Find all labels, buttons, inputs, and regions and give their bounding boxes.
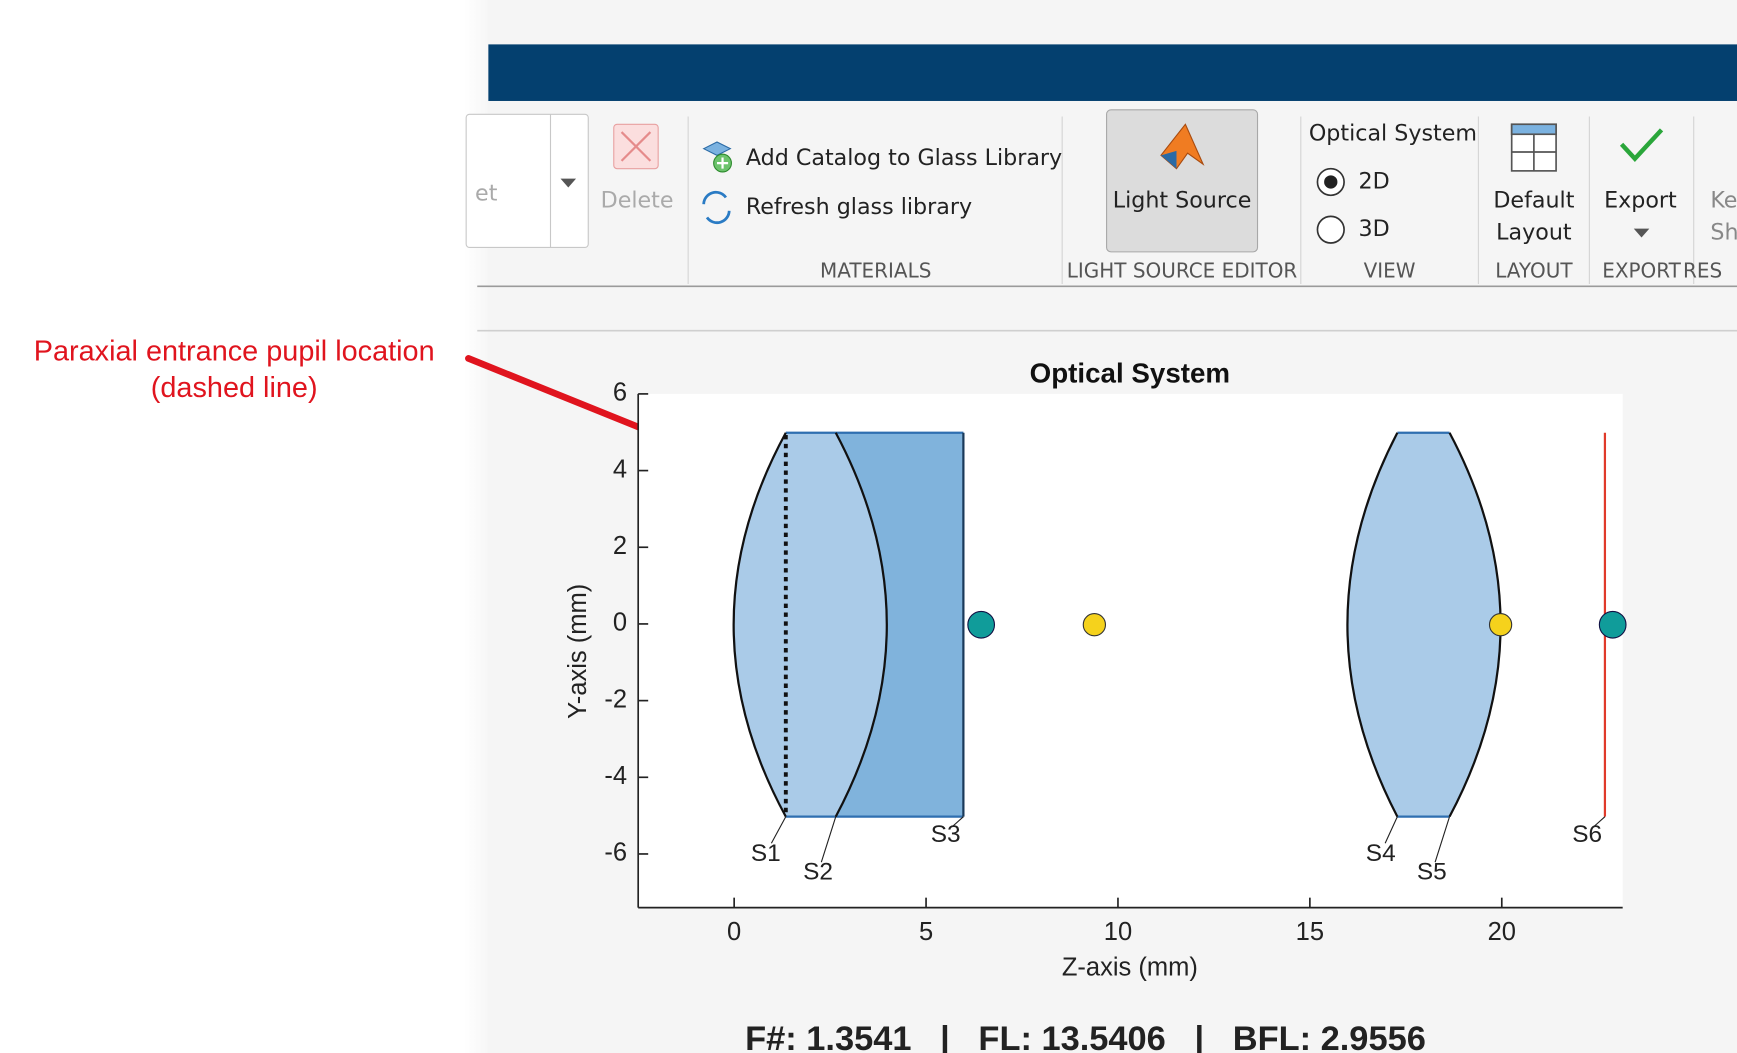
default-layout-icon	[1510, 123, 1557, 172]
lens-element	[733, 432, 887, 817]
refresh-button[interactable]: Refresh glass library	[746, 194, 972, 220]
dropdown-arrow	[1633, 228, 1650, 238]
x-tick-label: 5	[919, 918, 933, 946]
radio-3d[interactable]	[1316, 215, 1345, 244]
delete-icon	[620, 131, 652, 162]
export-icon	[1619, 128, 1664, 162]
surface-label: S5	[1417, 859, 1447, 886]
radio-label: 3D	[1359, 216, 1390, 242]
annotation: (dashed line)	[151, 372, 318, 404]
radio-dot	[1324, 175, 1338, 189]
surface-label: S4	[1366, 840, 1396, 867]
truncated-label: et	[475, 181, 498, 207]
x-tick-label: 15	[1296, 918, 1324, 946]
default-layout-button[interactable]: Default	[1493, 187, 1574, 213]
annotation: Paraxial entrance pupil location	[34, 335, 435, 367]
x-tick-label: 0	[727, 918, 741, 946]
surface-leaders	[770, 816, 1606, 863]
delete-button[interactable]: Delete	[601, 187, 674, 213]
y-tick-label: -6	[604, 839, 627, 867]
light-source-label: Light Source	[1113, 187, 1252, 213]
focal-point	[1488, 613, 1513, 637]
lens-element	[835, 432, 964, 817]
surface-label: S6	[1572, 821, 1602, 848]
default-layout-button[interactable]: Layout	[1496, 220, 1572, 246]
group-label: EXPORT	[1602, 258, 1681, 282]
x-axis-label: Z-axis (mm)	[1062, 953, 1198, 981]
y-tick-label: -2	[604, 685, 627, 713]
export-button[interactable]: Export	[1604, 187, 1677, 213]
title-bar	[488, 44, 1737, 101]
focal-point	[1082, 613, 1107, 637]
truncated-label: Sh	[1710, 220, 1737, 246]
radio-label: 2D	[1359, 168, 1390, 194]
surface-label: S1	[751, 840, 781, 867]
principal-point	[1598, 610, 1627, 639]
y-tick-label: 6	[613, 379, 627, 407]
y-axis-label: Y-axis (mm)	[564, 584, 592, 719]
surface-label: S3	[931, 821, 961, 848]
group-label: RES	[1683, 258, 1722, 282]
truncated-label: Ke	[1710, 187, 1737, 213]
surface-label: S2	[803, 859, 833, 886]
summary: F#: 1.3541 | FL: 13.5406 | BFL: 2.9556	[745, 1020, 1426, 1053]
lens-element	[1347, 432, 1501, 817]
add-catalog-button[interactable]: Add Catalog to Glass Library	[746, 145, 1062, 171]
plot-title: Optical System	[1030, 357, 1230, 388]
x-tick-label: 20	[1488, 918, 1516, 946]
principal-point	[967, 610, 996, 639]
add-catalog-icon	[702, 141, 732, 173]
group-label: LAYOUT	[1495, 258, 1573, 282]
group-label: MATERIALS	[820, 258, 931, 282]
x-tick-label: 10	[1104, 918, 1132, 946]
refresh-icon	[702, 190, 731, 225]
light-source-button[interactable]	[1106, 109, 1259, 253]
y-tick-label: 4	[613, 455, 627, 483]
y-tick-label: 0	[613, 609, 627, 637]
group-label: VIEW	[1364, 258, 1416, 282]
dropdown-button[interactable]	[465, 113, 589, 248]
dropdown-arrow	[560, 178, 577, 188]
light-source-icon	[1160, 150, 1177, 169]
group-label: LIGHT SOURCE EDITOR	[1067, 258, 1298, 282]
y-tick-label: -4	[604, 762, 627, 790]
lens-edges	[732, 431, 1502, 818]
y-tick-label: 2	[613, 532, 627, 560]
view-title: Optical System	[1309, 121, 1477, 147]
